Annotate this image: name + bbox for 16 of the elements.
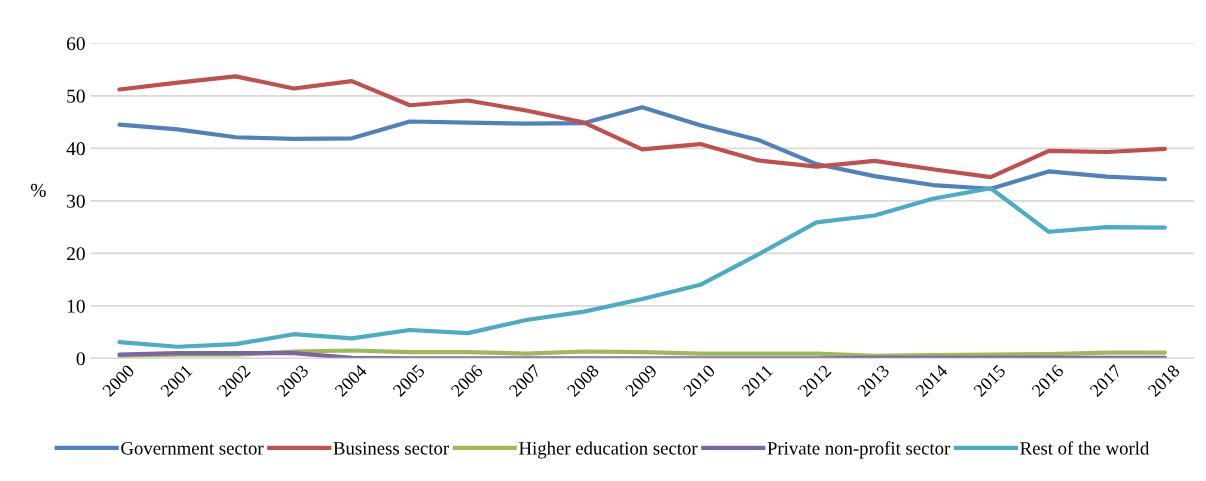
- legend-label: Government sector: [121, 442, 264, 455]
- line-series: [117, 186, 1167, 349]
- y-tick-label: 20: [67, 247, 85, 261]
- legend-label: Business sector: [333, 442, 449, 455]
- y-tick-label: 50: [67, 89, 85, 103]
- y-tick-label: 10: [67, 299, 85, 313]
- y-axis-title: %: [30, 183, 46, 197]
- y-tick-label: 40: [66, 142, 85, 156]
- line-series: [117, 74, 1167, 180]
- y-tick-label: 60: [66, 37, 85, 51]
- legend-label: Private non-profit sector: [767, 441, 951, 459]
- y-tick-label: 30: [67, 194, 85, 208]
- line-series: [117, 105, 1167, 191]
- y-tick-label: 0: [76, 352, 85, 366]
- legend-label: Rest of the world: [1020, 441, 1150, 455]
- legend-label: Higher education sector: [519, 441, 698, 459]
